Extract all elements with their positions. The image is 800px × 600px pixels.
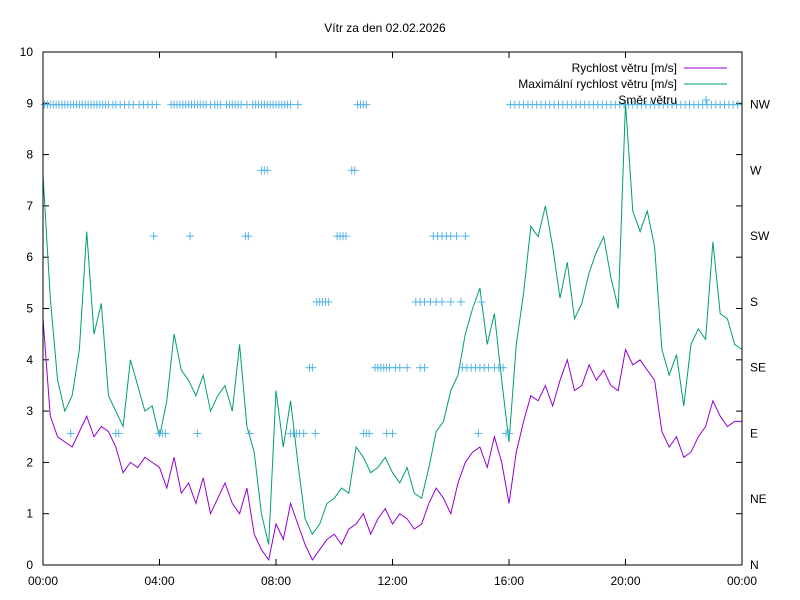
direction-point	[66, 429, 75, 438]
direction-point	[452, 232, 461, 241]
y2-axis-tick-labels: N NE E SE S SW W NW	[750, 98, 771, 572]
direction-point	[286, 100, 295, 109]
y-tick-label: 2	[26, 455, 33, 469]
y-tick-label: 1	[26, 507, 33, 521]
direction-point	[245, 429, 254, 438]
legend-label-speed: Rychlost větru [m/s]	[572, 61, 677, 75]
legend-entry-speed: Rychlost větru [m/s]	[572, 61, 727, 75]
x-tick-label: 16:00	[494, 574, 524, 588]
direction-point	[193, 429, 202, 438]
x-tick-label: 12:00	[377, 574, 407, 588]
direction-point	[474, 429, 483, 438]
y-tick-label: 10	[20, 45, 34, 59]
y2-tick-label: S	[750, 295, 758, 309]
legend-swatch-direction	[702, 96, 710, 104]
direction-point	[311, 429, 320, 438]
y2-tick-label: NW	[750, 98, 771, 112]
x-tick-label: 00:00	[28, 574, 58, 588]
plot-area	[40, 100, 743, 562]
direction-point	[161, 429, 170, 438]
direction-point	[299, 429, 308, 438]
x-tick-label: 00:00	[727, 574, 757, 588]
chart-title: Vítr za den 02.02.2026	[324, 21, 446, 35]
direction-point	[293, 100, 302, 109]
direction-point	[362, 100, 371, 109]
direction-point	[446, 297, 455, 306]
direction-point	[263, 166, 272, 175]
direction-point	[403, 363, 412, 372]
x-tick-label: 08:00	[261, 574, 291, 588]
x-axis-tick-labels: 00:00 04:00 08:00 12:00 16:00 20:00 00:00	[28, 574, 757, 588]
direction-point	[388, 429, 397, 438]
y-tick-label: 9	[26, 96, 33, 110]
direction-point	[456, 297, 465, 306]
direction-point	[420, 363, 429, 372]
direction-point	[505, 429, 513, 438]
x-tick-label: 20:00	[610, 574, 640, 588]
legend-entry-direction: Směr větru	[618, 93, 710, 107]
direction-point	[341, 232, 350, 241]
y-tick-label: 7	[26, 199, 33, 213]
direction-point	[186, 232, 195, 241]
legend-label-max: Maximální rychlost větru [m/s]	[518, 77, 677, 91]
y2-tick-label: E	[750, 426, 758, 440]
direction-point	[350, 166, 359, 175]
direction-point	[733, 100, 742, 109]
y2-tick-label: N	[750, 558, 759, 572]
direction-point	[244, 232, 253, 241]
legend-entry-max: Maximální rychlost větru [m/s]	[518, 77, 727, 91]
direction-point	[149, 232, 158, 241]
y-tick-label: 3	[26, 404, 33, 418]
direction-point	[395, 363, 404, 372]
direction-point	[461, 232, 470, 241]
direction-point	[324, 297, 333, 306]
y-axis-tick-labels: 0 1 2 3 4 5 6 7 8 9 10	[20, 45, 34, 572]
y-tick-label: 0	[26, 558, 33, 572]
direction-point	[499, 363, 508, 372]
direction-point	[477, 297, 486, 306]
x-tick-label: 04:00	[144, 574, 174, 588]
legend-label-direction: Směr větru	[618, 93, 677, 107]
y2-tick-label: SW	[750, 229, 770, 243]
legend: Rychlost větru [m/s] Maximální rychlost …	[518, 61, 727, 107]
y2-tick-label: SE	[750, 361, 766, 375]
y-tick-label: 6	[26, 250, 33, 264]
direction-point	[438, 297, 447, 306]
direction-point	[114, 429, 123, 438]
plot-border	[42, 51, 743, 566]
y-tick-label: 4	[26, 353, 33, 367]
y-tick-label: 8	[26, 148, 33, 162]
y2-tick-label: W	[750, 163, 762, 177]
y-tick-label: 5	[26, 302, 33, 316]
y2-tick-label: NE	[750, 492, 767, 506]
direction-point	[308, 363, 317, 372]
direction-point	[365, 429, 374, 438]
series-line-speed	[42, 318, 742, 562]
direction-point	[152, 100, 161, 109]
